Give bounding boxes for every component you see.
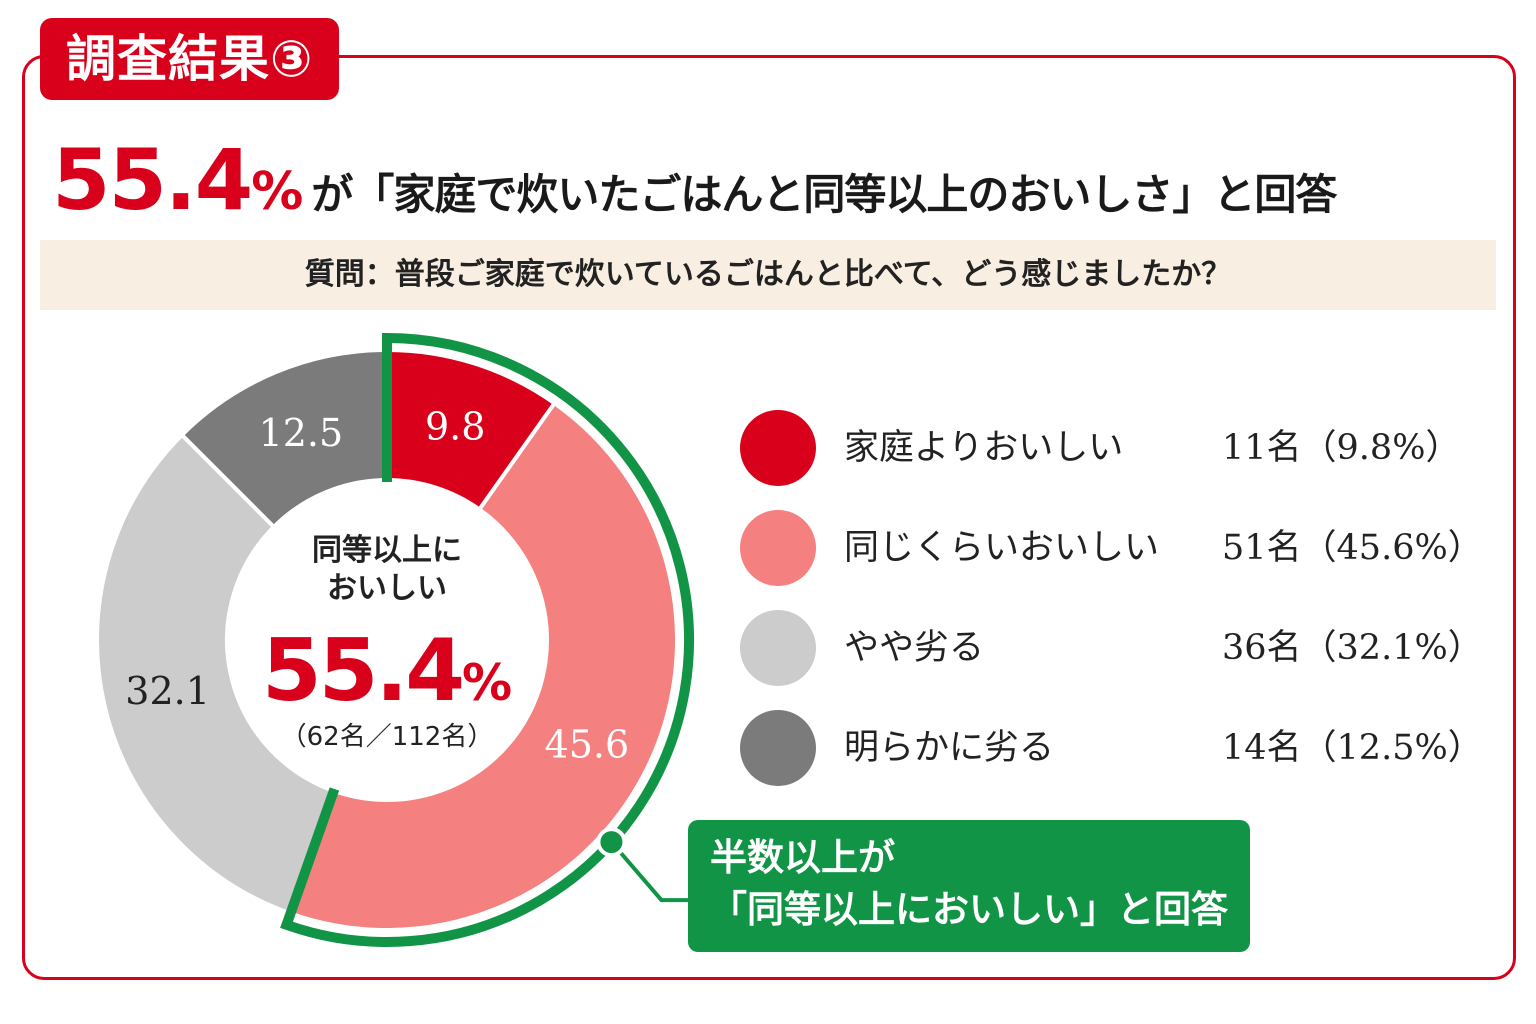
legend-label: 同じくらいおいしい (844, 528, 1160, 568)
headline-percent: 55.4 (52, 131, 253, 229)
center-percent-sign: % (462, 654, 512, 712)
center-percent: 55.4% (262, 621, 512, 721)
slice-slightly-worse (95, 432, 337, 917)
callout-connector (609, 840, 690, 903)
center-percent-value: 55.4 (262, 621, 462, 721)
slice-label-clearly-worse: 12.5 (259, 411, 344, 455)
headline: 55.4% が「家庭で炊いたごはんと同等以上のおいしさ」と回答 (52, 130, 1337, 230)
legend-count: 11名（9.8%） (1222, 428, 1461, 468)
legend-label: 明らかに劣る (844, 728, 1055, 768)
callout-line2: 「同等以上においしい」と回答 (710, 888, 1228, 931)
slice-clearly-worse (179, 347, 389, 530)
callout-box: 半数以上が 「同等以上においしい」と回答 (688, 820, 1250, 952)
slice-label-better-than-home: 9.8 (425, 405, 485, 449)
headline-text: が「家庭で炊いたごはんと同等以上のおいしさ」と回答 (311, 170, 1337, 219)
callout-dot (596, 827, 627, 858)
legend-count: 36名（32.1%） (1222, 628, 1483, 668)
legend-item-slightly-worse: やや劣る 36名（32.1%） (740, 610, 1500, 710)
legend-item-better-than-home: 家庭よりおいしい 11名（9.8%） (740, 410, 1500, 510)
center-sub: （62名／112名） (281, 722, 494, 752)
legend-item-clearly-worse: 明らかに劣る 14名（12.5%） (740, 710, 1500, 810)
center-line1: 同等以上に (312, 533, 462, 568)
center-line2: おいしい (327, 571, 447, 606)
slice-label-slightly-worse: 32.1 (125, 669, 210, 713)
callout-line1: 半数以上が (710, 836, 895, 879)
slice-label-about-same: 45.6 (545, 722, 630, 766)
highlight-outline (280, 332, 694, 947)
headline-percent-sign: % (251, 162, 304, 222)
legend-count: 14名（12.5%） (1222, 728, 1483, 768)
legend-swatch (740, 510, 816, 586)
result-tag: 調査結果③ (40, 18, 340, 100)
legend-swatch (740, 410, 816, 486)
legend-swatch (740, 610, 816, 686)
legend-label: やや劣る (844, 628, 985, 668)
question-banner: 質問：普段ご家庭で炊いているごはんと比べて、どう感じましたか？ (40, 240, 1496, 310)
legend-count: 51名（45.6%） (1222, 528, 1483, 568)
slice-about-same (287, 400, 679, 932)
legend-item-about-same: 同じくらいおいしい 51名（45.6%） (740, 510, 1500, 610)
chart-legend: 家庭よりおいしい 11名（9.8%） 同じくらいおいしい 51名（45.6%） やや劣る… (740, 410, 1500, 810)
legend-label: 家庭よりおいしい (844, 428, 1124, 468)
legend-swatch (740, 710, 816, 786)
